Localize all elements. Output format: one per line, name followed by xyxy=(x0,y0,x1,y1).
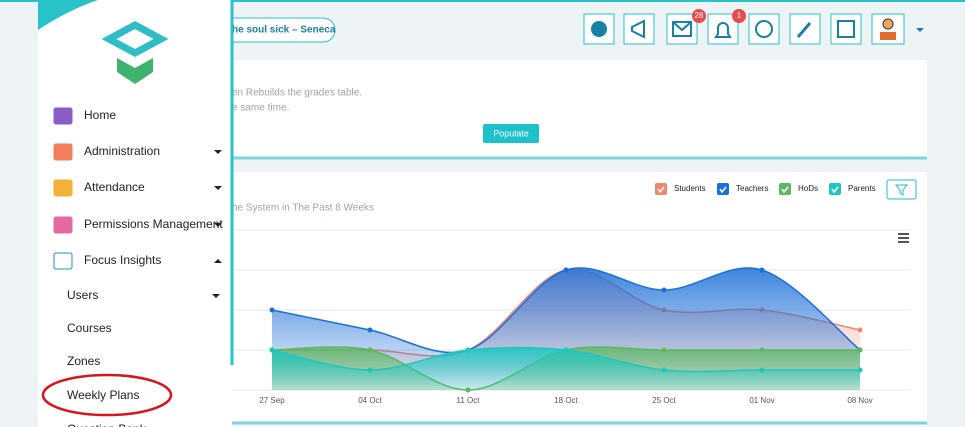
point xyxy=(465,347,471,353)
submenu-item[interactable]: Courses xyxy=(67,321,112,335)
badge-count: 28 xyxy=(695,11,704,20)
caret[interactable] xyxy=(212,294,220,298)
panel xyxy=(200,60,927,158)
point xyxy=(857,347,863,353)
point xyxy=(269,307,275,313)
announce-icon xyxy=(631,19,645,39)
x-tick-label: 11 Oct xyxy=(457,396,481,405)
button-label: Populate xyxy=(493,128,529,138)
smile-button[interactable] xyxy=(748,13,780,45)
menu-icon xyxy=(53,143,73,161)
point xyxy=(759,367,765,373)
profile-caret[interactable] xyxy=(916,28,924,32)
badge xyxy=(692,9,706,23)
highlight xyxy=(41,373,173,417)
submenu-item[interactable]: Question Bank xyxy=(67,422,147,427)
legend-label: Parents xyxy=(848,184,876,193)
area xyxy=(272,347,860,390)
point xyxy=(563,347,569,353)
profile-body xyxy=(880,32,896,40)
point xyxy=(661,367,667,373)
x-tick-label: 27 Sep xyxy=(259,396,285,405)
quote: he soul sick – Seneca xyxy=(232,25,336,36)
caret[interactable] xyxy=(214,150,222,154)
caret[interactable] xyxy=(214,186,222,190)
legend-label: Teachers xyxy=(736,184,768,193)
point xyxy=(563,267,569,273)
help-icon xyxy=(591,21,607,37)
badge-count: 1 xyxy=(737,11,742,20)
menu-icon xyxy=(53,216,73,234)
legend-swatch[interactable] xyxy=(655,183,667,195)
toolbar xyxy=(583,13,924,45)
menu-item[interactable]: Administration xyxy=(84,144,160,158)
menu-icon xyxy=(53,107,73,125)
submenu-item[interactable]: Weekly Plans xyxy=(67,388,139,402)
point xyxy=(367,347,373,353)
legend-label: HoDs xyxy=(798,184,818,193)
legend-check xyxy=(781,186,789,194)
x-tick-label: 04 Oct xyxy=(358,396,382,405)
smile-icon xyxy=(755,20,773,38)
point xyxy=(661,347,667,353)
x-tick-label: 08 Nov xyxy=(847,396,872,405)
point xyxy=(367,327,373,333)
menu-item[interactable]: Home xyxy=(84,108,116,122)
language-button[interactable] xyxy=(830,13,862,45)
legend-check xyxy=(831,186,839,194)
filter-icon xyxy=(894,184,909,196)
language-icon xyxy=(837,20,855,38)
chart-subtitle: he System in The Past 8 Weeks xyxy=(232,203,374,214)
point xyxy=(857,367,863,373)
caret[interactable] xyxy=(214,223,222,227)
submenu-item[interactable]: Users xyxy=(67,288,98,302)
sidebar-corner xyxy=(38,0,98,30)
legend-swatch[interactable] xyxy=(779,183,791,195)
panel-text: e same time. xyxy=(232,103,289,114)
caret[interactable] xyxy=(214,259,222,263)
point xyxy=(759,267,765,273)
legend-check xyxy=(657,186,665,194)
x-tick-label: 01 Nov xyxy=(749,396,774,405)
point xyxy=(759,347,765,353)
submenu-item[interactable]: Zones xyxy=(67,354,100,368)
menu-icon[interactable] xyxy=(898,233,909,243)
legend-swatch[interactable] xyxy=(717,183,729,195)
badge xyxy=(732,9,746,23)
legend-label: Students xyxy=(674,184,706,193)
menu-icon xyxy=(53,252,73,270)
x-tick-label: 25 Oct xyxy=(652,396,676,405)
point xyxy=(661,287,667,293)
filter-button[interactable] xyxy=(886,179,917,200)
announce-button[interactable] xyxy=(623,13,655,45)
bell-icon xyxy=(714,22,732,38)
point xyxy=(857,327,863,333)
panel-text: en Rebuilds the grades table. xyxy=(232,88,362,99)
populate-button[interactable] xyxy=(483,124,539,143)
point xyxy=(269,347,275,353)
mail-icon xyxy=(672,21,692,37)
menu-item[interactable]: Focus Insights xyxy=(84,253,161,267)
menu-item[interactable]: Permissions Management xyxy=(84,217,223,231)
x-tick-label: 18 Oct xyxy=(554,396,578,405)
brush-icon xyxy=(796,22,812,38)
legend-swatch[interactable] xyxy=(829,183,841,195)
legend-check xyxy=(719,186,727,194)
logo xyxy=(101,21,169,84)
menu-item[interactable]: Attendance xyxy=(84,180,145,194)
profile-icon xyxy=(882,18,894,30)
point xyxy=(367,367,373,373)
menu-icon xyxy=(53,179,73,197)
